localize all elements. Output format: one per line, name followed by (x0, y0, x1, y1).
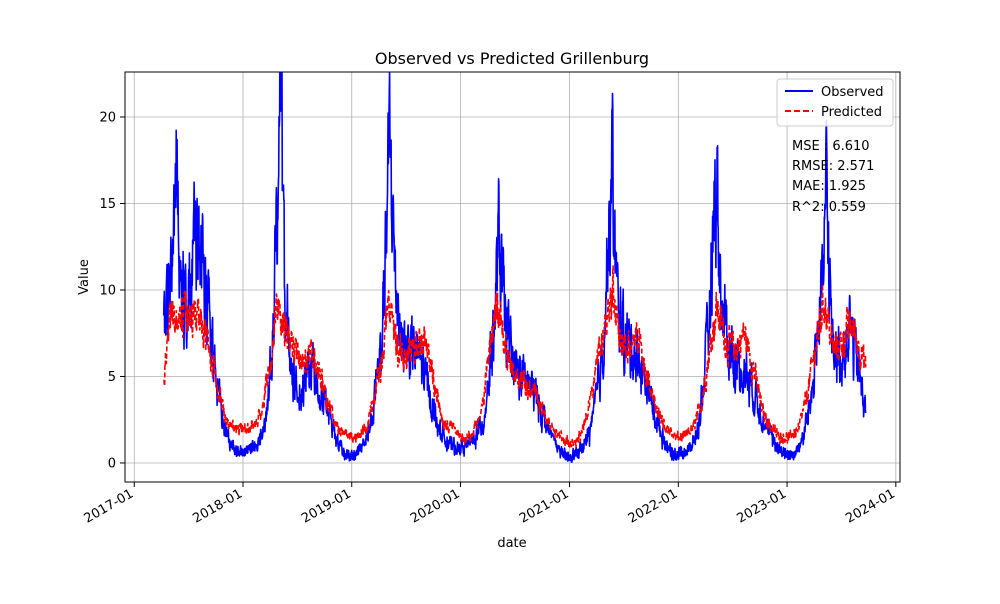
legend-predicted-label: Predicted (821, 105, 882, 120)
stat-rmse: RMSE: 2.571 (792, 159, 874, 174)
stats-annotation: MSE : 6.610 RMSE: 2.571 MAE: 1.925 R^2: … (792, 139, 874, 215)
legend: Observed Predicted (776, 78, 894, 127)
y-tick-label: 15 (99, 197, 116, 212)
legend-observed-label: Observed (821, 85, 884, 100)
series-layer (162, 72, 867, 463)
y-tick-label: 5 (108, 370, 116, 385)
stat-r2: R^2: 0.559 (792, 200, 866, 215)
predicted-series-line (162, 265, 867, 449)
chart-title: Observed vs Predicted Grillenburg (375, 49, 649, 68)
x-axis-label: date (497, 536, 526, 551)
observed-series-line (162, 72, 867, 463)
y-tick-label: 20 (99, 110, 116, 125)
y-tick-label: 0 (108, 456, 116, 471)
stat-mse: MSE : 6.610 (792, 139, 870, 154)
plot-frame (124, 71, 901, 483)
y-axis-label: Value (77, 259, 92, 295)
stat-mae: MAE: 1.925 (792, 179, 866, 194)
y-tick-label: 10 (99, 283, 116, 298)
